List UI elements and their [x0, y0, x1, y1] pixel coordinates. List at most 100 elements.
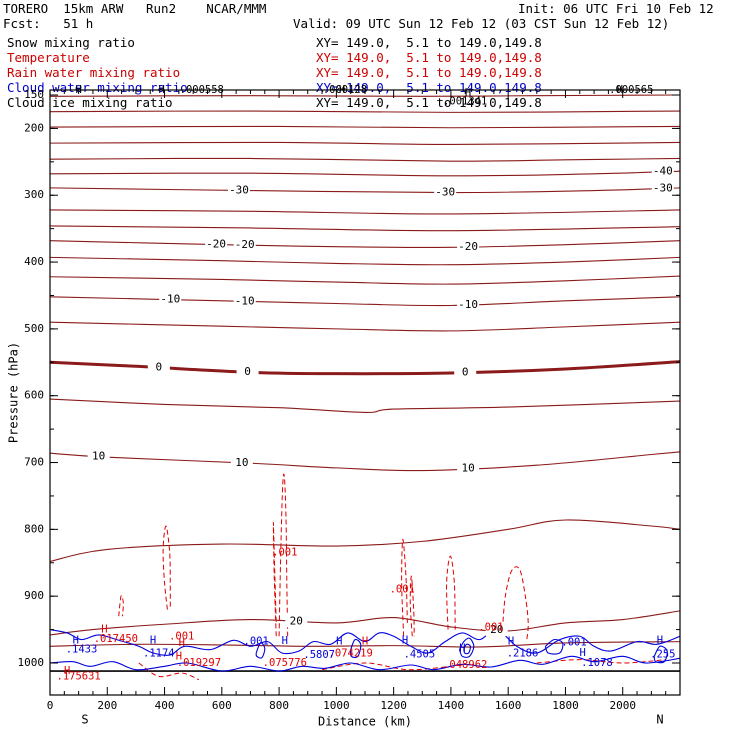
high-marker-10: H: [73, 634, 79, 646]
rain-contour-2: [278, 473, 289, 637]
high-marker-5: H: [101, 624, 107, 636]
temperature-contour-8: [50, 170, 680, 177]
field-snow-xy: XY= 149.0, 5.1 to 149.0,149.8: [316, 35, 542, 50]
field-rain-xy: XY= 149.0, 5.1 to 149.0,149.8: [316, 65, 542, 80]
high-marker-2: H: [465, 87, 471, 99]
contour-labels: -40 -30 -30 -30 -20 -20 -20 -10 -10 -10 0 0 0 10 10 10 2…: [57, 84, 676, 682]
mixing-ratio-label-19: .2186: [507, 648, 539, 660]
cloud-contour-1: [50, 655, 680, 672]
mixing-ratio-label-10: .075776: [263, 657, 307, 669]
temperature-label-15-1: -10: [235, 294, 255, 307]
rain-contour-6: [501, 566, 529, 640]
temperature-contour-3: [50, 94, 680, 97]
y-tick-label-3: 400: [24, 255, 44, 268]
y-tick-label-2: 300: [24, 188, 44, 201]
rain-contour-8: [321, 662, 451, 671]
temperature-label-bg: [147, 361, 170, 374]
high-marker-18: H: [657, 634, 663, 646]
high-marker-13: H: [336, 636, 342, 648]
y-tick-label-1: 200: [24, 121, 44, 134]
south-label: S: [81, 713, 88, 727]
mixing-ratio-label-11: .074219: [329, 648, 373, 660]
temperature-contour-16: [50, 321, 680, 332]
mixing-ratio-label-20: .001: [561, 636, 586, 648]
forecast-hour: Fcst: 51 h: [3, 16, 94, 31]
x-axis-title: Distance (km): [318, 715, 412, 729]
temperature-contour-21: [50, 610, 680, 636]
temperature-label-bg: [457, 298, 480, 311]
field-temperature-xy: XY= 149.0, 5.1 to 149.0,149.8: [316, 50, 542, 65]
high-marker-12: H: [282, 635, 288, 647]
temperature-contour-4: [50, 110, 680, 113]
temperature-label-9-0: -30: [229, 183, 249, 196]
cloud-contour-3: [463, 643, 471, 655]
cloud-contour-6: [544, 638, 564, 655]
temperature-label-9-1: -30: [435, 186, 455, 199]
temperature-label-9-2: -30: [653, 181, 673, 194]
y-tick-label-9: 1000: [18, 656, 45, 669]
temperature-label-bg: [457, 240, 480, 253]
plot-frame: [49, 89, 681, 696]
mixing-ratio-label-16: .001: [244, 636, 269, 648]
field-snow-name: Snow mixing ratio: [7, 35, 135, 50]
mixing-ratio-label-18: .4505: [404, 648, 436, 660]
temperature-contour-22: [50, 641, 680, 648]
temperature-label-12-0: -20: [206, 238, 226, 251]
model-title: TORERO 15km ARW Run2 NCAR/MMM: [3, 1, 267, 16]
valid-time: Valid: 09 UTC Sun 12 Feb 12 (03 CST Sun …: [293, 16, 670, 31]
mixing-ratio-label-17: .5807: [303, 649, 335, 661]
temperature-label-bg: [159, 293, 182, 306]
temperature-label-17-0: 0: [156, 361, 163, 374]
high-marker-8: H: [64, 665, 70, 677]
temperature-contours: [50, 90, 680, 672]
rain-contour-5: [446, 555, 456, 630]
high-marker-7: H: [176, 650, 182, 662]
x-tick-label-3: 600: [212, 699, 232, 712]
high-marker-15: H: [459, 642, 465, 654]
rain-contour-7: [118, 595, 124, 617]
x-tick-label-6: 1200: [380, 699, 407, 712]
y-tick-label-6: 700: [24, 456, 44, 469]
header: TORERO 15km ARW Run2 NCAR/MMM Init: 06 U…: [0, 0, 740, 110]
north-label: N: [656, 713, 663, 727]
temperature-label-bg: [205, 238, 228, 251]
temperature-label-bg: [454, 366, 477, 379]
y-tick-label-7: 800: [24, 522, 44, 535]
y-tick-label-8: 900: [24, 589, 44, 602]
temperature-label-17-2: 0: [462, 365, 469, 378]
mixing-ratio-label-9: .019297: [177, 657, 221, 669]
temperature-contour-13: [50, 256, 680, 266]
temperature-label-bg: [233, 295, 256, 308]
x-tick-label-1: 200: [97, 699, 117, 712]
temperature-label-21-0: 20: [290, 614, 303, 627]
x-tick-label-9: 1800: [552, 699, 579, 712]
temperature-label-8-0: -40: [653, 165, 673, 178]
high-marker-14: H: [402, 634, 408, 646]
temperature-label-bg: [236, 366, 259, 379]
temperature-contour-17: [50, 360, 680, 376]
temperature-contour-14: [50, 275, 680, 285]
init-time: Init: 06 UTC Fri 10 Feb 12: [518, 1, 714, 16]
temperature-label-bg: [285, 615, 308, 628]
temperature-label-bg: [87, 450, 110, 463]
temperature-label-19-0: 10: [92, 450, 105, 463]
mixing-ratio-label-14: .1433: [66, 644, 98, 656]
cloud-contour-7: [653, 645, 668, 664]
temperature-contour-20: [50, 519, 680, 562]
x-tick-label-0: 0: [47, 699, 54, 712]
mixing-ratio-label-12: .048962: [443, 659, 487, 671]
x-tick-label-10: 2000: [609, 699, 636, 712]
x-tick-label-5: 1000: [323, 699, 350, 712]
field-cloud-water-name: Cloud water mixing ratio: [7, 80, 188, 95]
y-tick-label-4: 500: [24, 322, 44, 335]
field-cloud-ice-xy: XY= 149.0, 5.1 to 149.0,149.8: [316, 95, 542, 110]
temperature-label-21-1: 20: [490, 623, 503, 636]
mixing-ratio-label-4: .001: [272, 547, 297, 559]
cloud-water-contours: [50, 629, 680, 672]
cloud-contour-4: [255, 642, 266, 659]
temperature-contour-5: [50, 125, 680, 129]
temperature-contour-18: [50, 398, 680, 413]
mixing-ratio-label-6: .001: [478, 622, 503, 634]
field-temperature-name: Temperature: [7, 50, 90, 65]
